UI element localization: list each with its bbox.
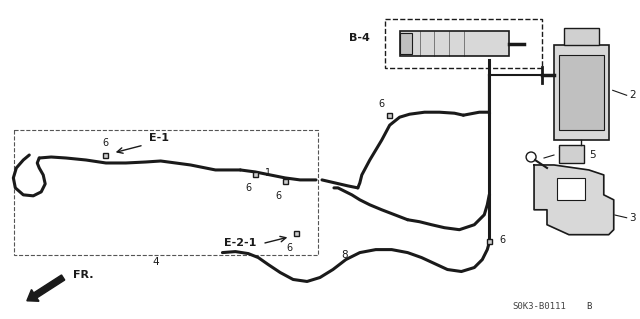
Text: 5: 5 bbox=[589, 150, 595, 160]
Bar bbox=[253, 173, 258, 177]
Bar bbox=[487, 239, 492, 244]
Text: 8: 8 bbox=[342, 249, 348, 260]
Bar bbox=[294, 231, 299, 236]
Bar bbox=[557, 178, 585, 200]
Text: B: B bbox=[586, 302, 591, 311]
Polygon shape bbox=[534, 165, 614, 235]
Bar bbox=[387, 113, 392, 118]
Text: 6: 6 bbox=[275, 191, 281, 201]
Bar bbox=[554, 46, 609, 140]
Bar bbox=[283, 179, 287, 184]
Text: 6: 6 bbox=[379, 99, 385, 109]
Bar bbox=[385, 19, 542, 68]
Text: 2: 2 bbox=[630, 90, 636, 100]
Text: 6: 6 bbox=[499, 235, 505, 245]
Text: 4: 4 bbox=[152, 256, 159, 267]
Bar bbox=[559, 145, 584, 163]
Bar bbox=[559, 56, 604, 130]
Bar bbox=[399, 31, 509, 56]
FancyArrow shape bbox=[27, 275, 65, 301]
Bar bbox=[104, 152, 108, 158]
Text: 6: 6 bbox=[103, 138, 109, 148]
Bar bbox=[399, 33, 412, 55]
Text: FR.: FR. bbox=[73, 271, 93, 280]
Bar bbox=[14, 130, 318, 255]
Text: 6: 6 bbox=[286, 243, 292, 253]
Text: 3: 3 bbox=[630, 213, 636, 223]
Text: E-2-1: E-2-1 bbox=[224, 238, 256, 248]
Bar bbox=[564, 27, 599, 46]
Text: E-1: E-1 bbox=[148, 133, 169, 143]
Text: 6: 6 bbox=[245, 183, 252, 193]
Text: 7: 7 bbox=[557, 147, 564, 157]
Text: S0K3-B0111: S0K3-B0111 bbox=[512, 302, 566, 311]
Text: 1: 1 bbox=[265, 168, 271, 178]
Text: B-4: B-4 bbox=[349, 33, 370, 42]
